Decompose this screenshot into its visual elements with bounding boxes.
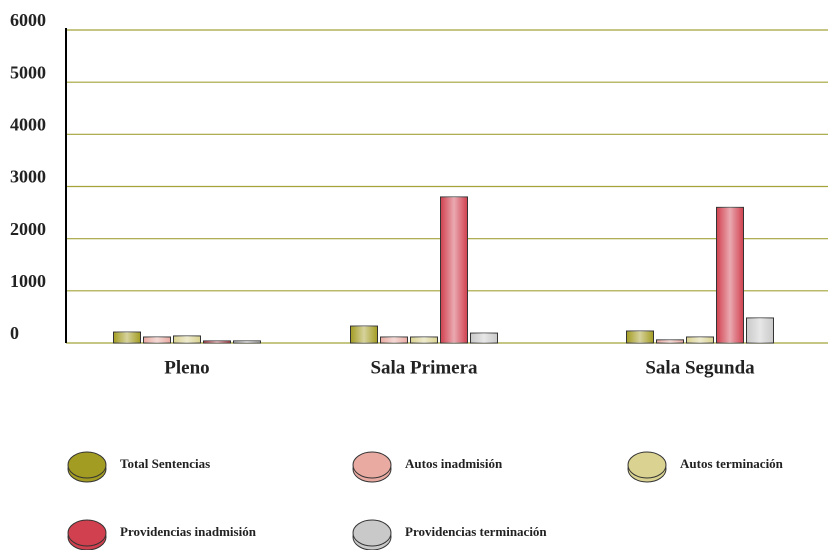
bar-shine bbox=[350, 326, 378, 343]
bar-shine bbox=[173, 335, 201, 343]
bar-shine bbox=[380, 337, 408, 343]
x-tick-label: Pleno bbox=[164, 357, 209, 378]
y-tick-label: 3000 bbox=[10, 167, 46, 187]
bar-shine bbox=[716, 207, 744, 343]
legend-label: Providencias inadmisión bbox=[120, 524, 257, 539]
legend-label: Providencias terminación bbox=[405, 524, 547, 539]
y-tick-label: 0 bbox=[10, 323, 19, 343]
y-tick-label: 6000 bbox=[10, 10, 46, 30]
bar-shine bbox=[143, 337, 171, 343]
legend-swatch bbox=[352, 451, 392, 479]
bar-shine bbox=[233, 340, 261, 343]
bar-shine bbox=[203, 340, 231, 343]
legend-label: Autos inadmisión bbox=[405, 456, 503, 471]
x-tick-label: Sala Primera bbox=[370, 357, 478, 378]
legend-swatch bbox=[67, 451, 107, 479]
bar-shine bbox=[470, 333, 498, 343]
y-tick-label: 5000 bbox=[10, 62, 46, 82]
legend-swatch bbox=[627, 451, 667, 479]
bar-shine bbox=[626, 331, 654, 343]
bar-shine bbox=[410, 337, 438, 343]
legend-swatch bbox=[352, 519, 392, 547]
y-tick-label: 2000 bbox=[10, 219, 46, 239]
bar-shine bbox=[746, 317, 774, 343]
x-tick-label: Sala Segunda bbox=[645, 357, 755, 378]
bar-shine bbox=[686, 337, 714, 343]
legend-label: Autos terminación bbox=[680, 456, 784, 471]
y-tick-label: 1000 bbox=[10, 271, 46, 291]
bar-shine bbox=[113, 332, 141, 343]
legend-label: Total Sentencias bbox=[120, 456, 210, 471]
legend-swatch bbox=[67, 519, 107, 547]
bar-shine bbox=[440, 196, 468, 343]
y-tick-label: 4000 bbox=[10, 114, 46, 134]
bar-shine bbox=[656, 339, 684, 343]
